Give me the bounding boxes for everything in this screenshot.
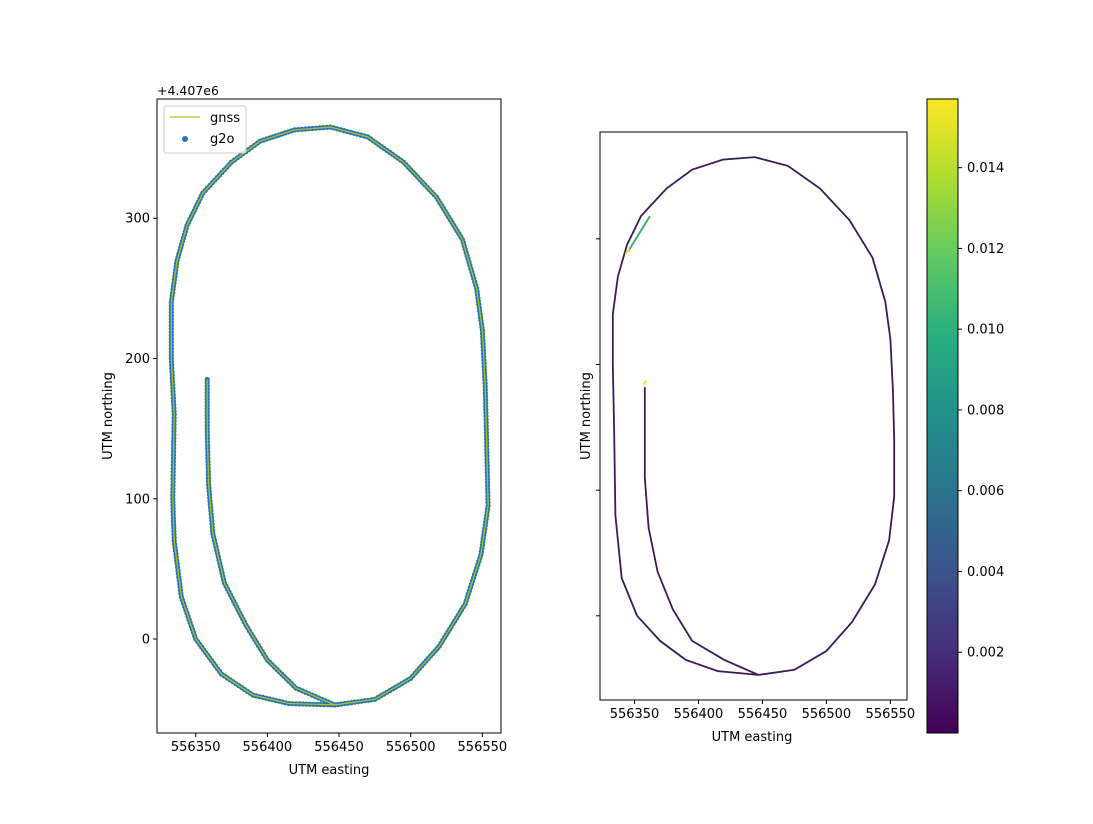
right-x-ticks: 556350 556400 556450 556500 556550	[610, 700, 915, 722]
y-tick-label: 300	[125, 212, 150, 227]
left-x-ticks: 556350 556400 556450 556500 556550	[171, 733, 507, 755]
x-tick-label: 556500	[802, 707, 852, 722]
colorbar-tick-label: 0.002	[967, 646, 1004, 661]
x-tick-label: 556400	[674, 707, 724, 722]
colorbar-tick-label: 0.014	[967, 161, 1004, 176]
error-highlight-segment	[624, 248, 631, 255]
x-tick-label: 556550	[458, 740, 508, 755]
left-y-axis-label: UTM northing	[101, 372, 116, 460]
left-y-offset-label: +4.407e6	[157, 83, 219, 98]
colorbar-tick-label: 0.004	[967, 565, 1004, 580]
right-plot-data	[611, 156, 896, 676]
right-plot-frame	[599, 131, 908, 701]
right-plot: 556350 556400 556450 556500 556550 UTM easti…	[579, 131, 915, 745]
left-plot: 556350 556400 556450 556500 556550 0 100 200 30…	[101, 83, 507, 778]
colorbar-tick-label: 0.008	[967, 403, 1004, 418]
error-trajectory-line	[611, 156, 896, 676]
legend-g2o-label: g2o	[210, 132, 235, 147]
x-tick-label: 556400	[243, 740, 293, 755]
x-tick-label: 556500	[386, 740, 436, 755]
left-legend: gnss g2o	[163, 105, 247, 154]
left-plot-frame	[156, 98, 502, 734]
left-y-ticks: 0 100 200 300	[125, 212, 157, 648]
legend-g2o-swatch	[182, 136, 188, 142]
error-highlight-segment	[627, 215, 651, 252]
right-x-axis-label: UTM easting	[712, 730, 793, 745]
colorbar: 0.002 0.004 0.006 0.008 0.010 0.012 0.014	[926, 98, 1004, 734]
y-tick-label: 200	[125, 352, 150, 367]
x-tick-label: 556350	[610, 707, 660, 722]
left-x-axis-label: UTM easting	[289, 763, 370, 778]
y-tick-label: 0	[142, 633, 150, 648]
legend-gnss-label: gnss	[210, 111, 240, 126]
colorbar-ticks: 0.002 0.004 0.006 0.008 0.010 0.012 0.014	[958, 161, 1004, 661]
gnss-line	[170, 126, 489, 706]
y-tick-label: 100	[125, 492, 150, 507]
colorbar-tick-label: 0.010	[967, 323, 1004, 338]
error-highlight-segment	[642, 380, 647, 386]
x-tick-label: 556450	[314, 740, 364, 755]
x-tick-label: 556450	[738, 707, 788, 722]
x-tick-label: 556550	[866, 707, 916, 722]
colorbar-gradient	[926, 98, 959, 734]
colorbar-tick-label: 0.006	[967, 484, 1004, 499]
x-tick-label: 556350	[171, 740, 221, 755]
colorbar-tick-label: 0.012	[967, 242, 1004, 257]
left-plot-data	[168, 124, 491, 708]
right-y-axis-label: UTM northing	[579, 372, 594, 460]
right-y-ticks	[596, 238, 600, 617]
